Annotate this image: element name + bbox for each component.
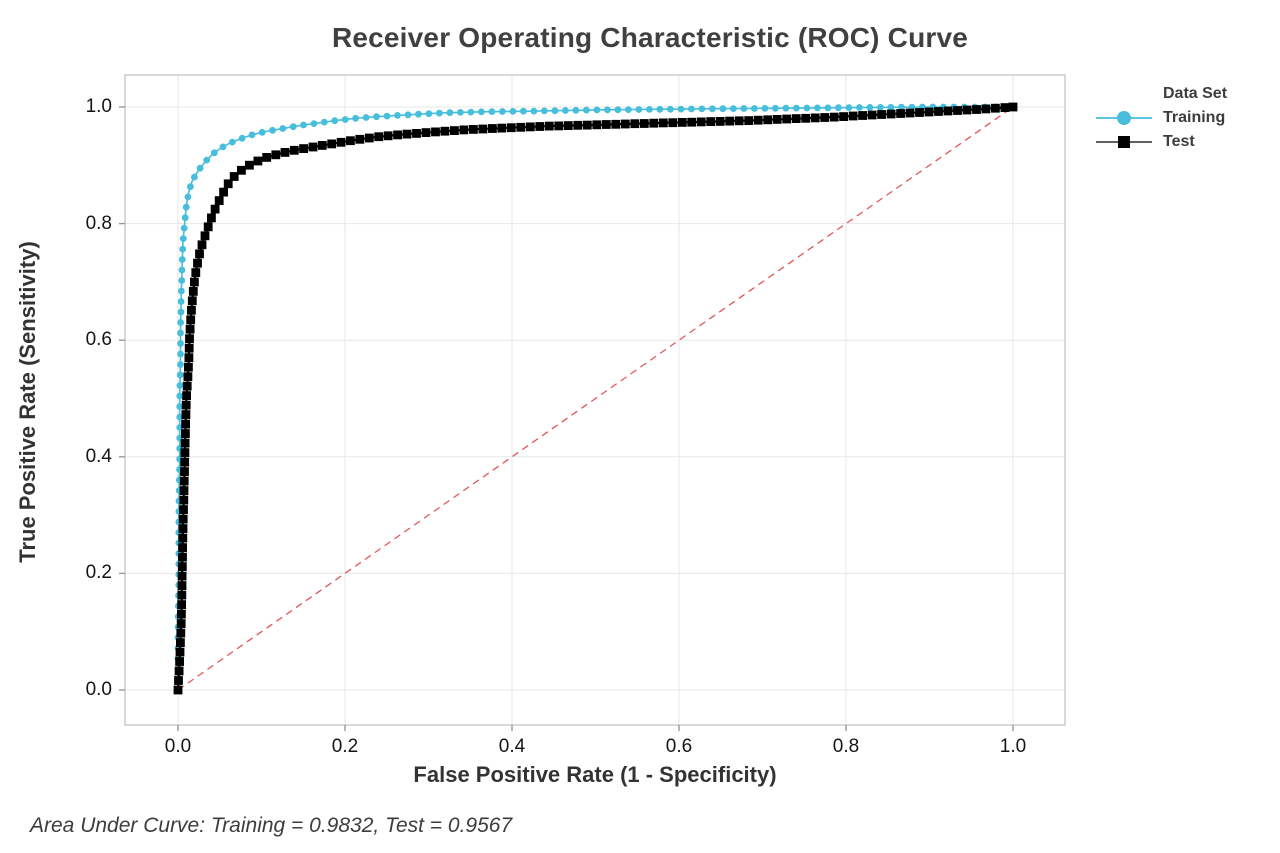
legend-title: Data Set (1163, 85, 1228, 102)
auc-annotation: Area Under Curve: Training = 0.9832, Tes… (30, 814, 513, 837)
legend-entry-training: Training (1095, 106, 1275, 130)
x-tick-label: 0.6 (665, 736, 693, 757)
test-marker-icon (1095, 133, 1153, 151)
y-tick-label: 0.8 (85, 212, 112, 234)
y-tick-label: 0.4 (85, 445, 112, 467)
gridlines (125, 75, 1065, 725)
training-marker-icon (1095, 109, 1153, 127)
legend-label-test: Test (1163, 133, 1195, 150)
legend-label-training: Training (1163, 109, 1226, 126)
legend-title-row: Data Set (1095, 82, 1275, 106)
chart-title: Receiver Operating Characteristic (ROC) … (331, 22, 969, 53)
legend: Data Set Training Test (1095, 82, 1275, 154)
y-tick-label: 1.0 (85, 96, 112, 117)
tick-marks (119, 106, 1014, 731)
x-tick-label: 0.4 (498, 736, 526, 757)
x-tick-label: 0.2 (331, 736, 359, 757)
y-axis-title: True Positive Rate (Sensitivity) (15, 241, 40, 563)
x-axis-title: False Positive Rate (1 - Specificity) (413, 762, 777, 787)
y-tick-label: 0.6 (85, 329, 112, 351)
series-test (173, 102, 1018, 695)
x-tick-label: 1.0 (999, 736, 1027, 757)
y-tick-label: 0.2 (85, 562, 112, 584)
series-training (174, 103, 1017, 694)
chance-reference-line (177, 106, 1014, 691)
x-tick-label: 0.8 (832, 736, 860, 757)
legend-entry-test: Test (1095, 130, 1275, 154)
y-tick-label: 0.0 (85, 679, 112, 700)
plot-frame (124, 74, 1066, 726)
x-tick-label: 0.0 (164, 736, 192, 757)
